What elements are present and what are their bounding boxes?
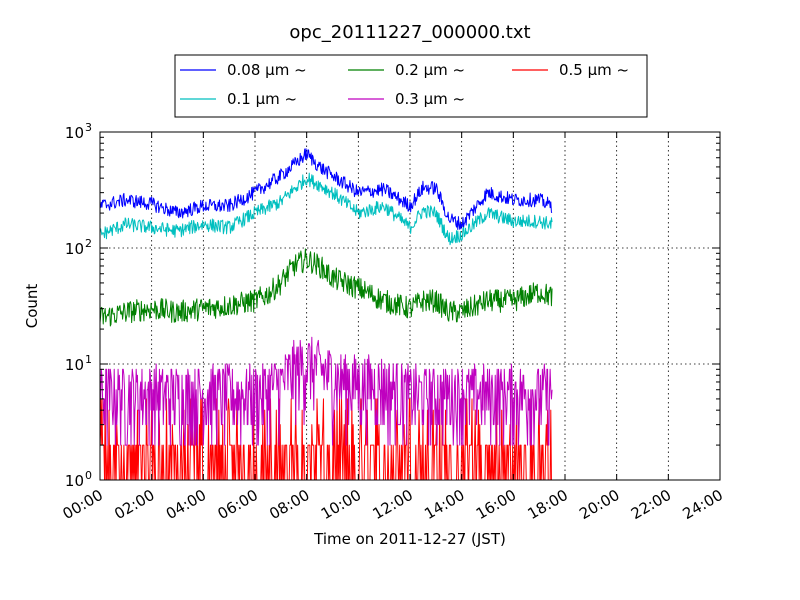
y-tick-exponent: 0 — [85, 469, 92, 482]
legend-entry: 0.3 μm ~ — [348, 90, 465, 108]
series-line — [99, 148, 553, 230]
legend-entry: 0.5 μm ~ — [512, 61, 629, 79]
chart-title: opc_20111227_000000.txt — [289, 22, 530, 43]
y-axis-label: Count — [23, 284, 41, 329]
y-tick-label: 10 3 — [65, 121, 92, 142]
tick-layer — [99, 131, 721, 481]
series-line — [99, 336, 553, 446]
y-tick-exponent: 3 — [85, 121, 92, 134]
legend: 0.08 μm ~ 0.1 μm ~ 0.2 μm ~ 0.3 μm ~ 0.5 μm … — [174, 54, 648, 118]
y-tick-base: 10 — [65, 472, 84, 490]
legend-label: 0.5 μm ~ — [559, 61, 629, 79]
legend-label: 0.1 μm ~ — [227, 90, 297, 108]
series-line — [99, 172, 553, 246]
y-tick-exponent: 1 — [85, 353, 92, 366]
legend-label: 0.08 μm ~ — [227, 61, 307, 79]
y-tick-label: 10 2 — [65, 237, 92, 258]
y-tick-base: 10 — [65, 356, 84, 374]
y-tick-exponent: 2 — [85, 237, 92, 250]
legend-label: 0.2 μm ~ — [395, 61, 465, 79]
legend-box — [174, 54, 648, 118]
series-line — [99, 248, 553, 327]
legend-entry: 0.1 μm ~ — [180, 90, 297, 108]
y-tick-label: 10 0 — [65, 469, 92, 490]
x-axis-label: Time on 2011-12-27 (JST) — [313, 530, 506, 548]
series-layer — [99, 148, 553, 481]
y-tick-base: 10 — [65, 124, 84, 142]
y-tick-label: 10 1 — [65, 353, 92, 374]
legend-entry: 0.2 μm ~ — [348, 61, 465, 79]
legend-label: 0.3 μm ~ — [395, 90, 465, 108]
legend-entry: 0.08 μm ~ — [180, 61, 307, 79]
y-tick-base: 10 — [65, 240, 84, 258]
